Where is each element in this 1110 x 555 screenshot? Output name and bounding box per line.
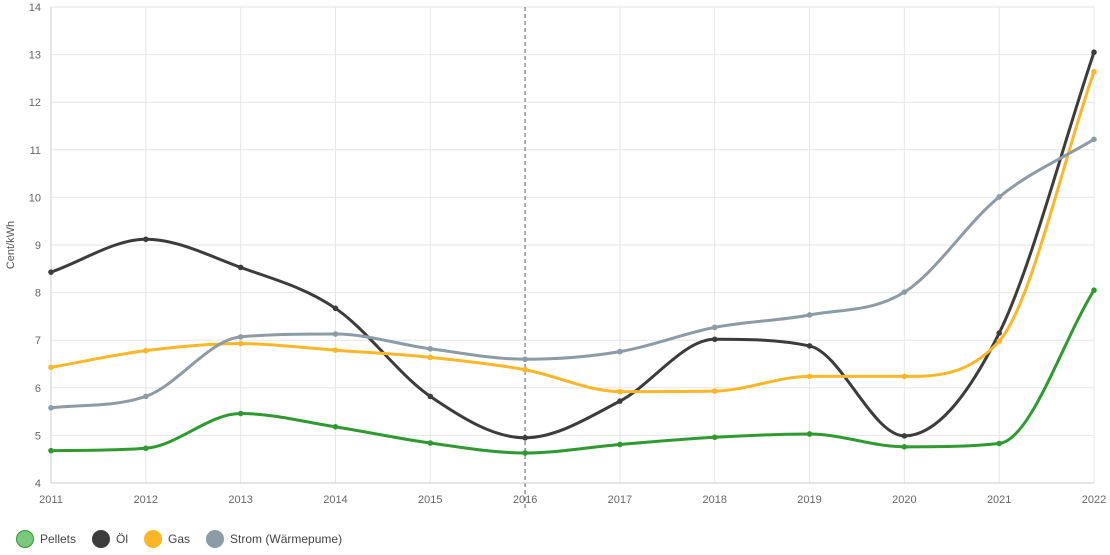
- data-point-gas[interactable]: [901, 373, 908, 380]
- data-point-gas[interactable]: [996, 338, 1002, 344]
- data-point-strom[interactable]: [143, 393, 149, 400]
- data-point-pellets[interactable]: [996, 440, 1002, 447]
- data-point-strom[interactable]: [1091, 136, 1097, 143]
- y-tick-label: 7: [35, 335, 41, 347]
- legend-label: Strom (Wärmepume): [230, 532, 343, 546]
- series-line-gas[interactable]: [49, 70, 1096, 394]
- data-point-pellets[interactable]: [711, 434, 718, 441]
- data-point-strom[interactable]: [711, 324, 718, 331]
- legend-item-pellets[interactable]: Pellets: [16, 530, 76, 548]
- data-point-pellets[interactable]: [522, 450, 528, 456]
- legend-item-oel[interactable]: Öl: [92, 530, 128, 548]
- legend-label: Gas: [168, 532, 191, 546]
- series-lines: [49, 50, 1096, 455]
- legend-swatch-pellets: [16, 530, 34, 548]
- data-point-gas[interactable]: [48, 364, 54, 371]
- axes: 4 5 6 7 8 9 10 11 12 13 14 2011 2012 2013 2014 2015 2016…: [29, 2, 1106, 506]
- series-line-strom[interactable]: [49, 137, 1096, 410]
- data-point-oel[interactable]: [332, 305, 339, 312]
- data-point-oel[interactable]: [237, 264, 244, 271]
- y-tick-label: 11: [30, 145, 41, 157]
- y-tick-label: 6: [35, 383, 41, 395]
- data-point-oel[interactable]: [522, 434, 528, 441]
- x-tick-label: 2017: [608, 494, 632, 506]
- y-tick-label: 9: [35, 240, 41, 252]
- x-tick-label: 2011: [39, 494, 63, 506]
- data-point-strom[interactable]: [427, 345, 434, 352]
- y-tick-label: 14: [29, 2, 41, 14]
- data-point-gas[interactable]: [617, 388, 623, 395]
- y-axis-label: Cent/kWh: [5, 221, 17, 269]
- data-point-oel[interactable]: [901, 433, 908, 439]
- data-point-oel[interactable]: [711, 336, 718, 343]
- y-tick-label: 12: [29, 97, 41, 109]
- data-point-pellets[interactable]: [427, 440, 434, 446]
- x-tick-label: 2016: [513, 494, 537, 506]
- legend-item-strom[interactable]: Strom (Wärmepume): [206, 530, 342, 548]
- data-point-strom[interactable]: [237, 334, 244, 340]
- y-tick-label: 13: [29, 50, 41, 62]
- legend-item-gas[interactable]: Gas: [144, 530, 190, 548]
- data-point-oel[interactable]: [806, 343, 813, 349]
- data-point-strom[interactable]: [806, 312, 813, 318]
- x-tick-label: 2013: [228, 494, 252, 506]
- legend-label: Öl: [116, 532, 129, 546]
- data-point-pellets[interactable]: [1091, 287, 1097, 294]
- line-chart: 4 5 6 7 8 9 10 11 12 13 14 2011 2012 2013 2014 2015 2016…: [5, 2, 1106, 510]
- x-tick-label: 2014: [323, 494, 347, 506]
- data-point-pellets[interactable]: [806, 431, 813, 437]
- data-point-gas[interactable]: [522, 366, 528, 373]
- data-point-pellets[interactable]: [901, 444, 908, 450]
- data-point-strom[interactable]: [901, 289, 908, 295]
- legend-swatch-strom: [206, 530, 225, 548]
- x-tick-label: 2012: [134, 494, 158, 506]
- data-point-pellets[interactable]: [237, 410, 244, 417]
- y-tick-label: 4: [35, 478, 41, 490]
- data-point-oel[interactable]: [617, 398, 623, 404]
- data-point-pellets[interactable]: [48, 447, 54, 454]
- data-point-pellets[interactable]: [143, 445, 149, 452]
- data-point-gas[interactable]: [1091, 68, 1097, 75]
- data-point-strom[interactable]: [48, 404, 54, 411]
- legend: Pellets Öl Gas Strom (Wärmepume): [16, 528, 358, 550]
- legend-label: Pellets: [40, 532, 77, 546]
- data-point-gas[interactable]: [143, 347, 149, 354]
- x-tick-label: 2020: [892, 494, 916, 506]
- x-tick-label: 2021: [987, 494, 1011, 506]
- y-tick-label: 5: [35, 430, 41, 442]
- data-point-gas[interactable]: [237, 340, 244, 347]
- data-point-pellets[interactable]: [332, 424, 339, 430]
- data-point-gas[interactable]: [332, 347, 339, 353]
- data-point-strom[interactable]: [996, 194, 1002, 200]
- series-line-pellets[interactable]: [49, 288, 1096, 455]
- data-points[interactable]: [48, 49, 1097, 456]
- y-tick-label: 10: [29, 192, 41, 204]
- x-tick-label: 2018: [702, 494, 726, 506]
- legend-swatch-oel: [92, 530, 111, 548]
- data-point-pellets[interactable]: [617, 441, 623, 448]
- data-point-oel[interactable]: [1091, 49, 1097, 56]
- data-point-gas[interactable]: [806, 373, 813, 380]
- data-point-oel[interactable]: [48, 269, 54, 275]
- data-point-oel[interactable]: [996, 330, 1002, 336]
- data-point-gas[interactable]: [427, 354, 434, 361]
- data-point-gas[interactable]: [711, 388, 718, 394]
- data-point-oel[interactable]: [143, 236, 149, 243]
- y-tick-label: 8: [35, 288, 41, 300]
- legend-swatch-gas: [144, 530, 163, 548]
- data-point-strom[interactable]: [522, 356, 528, 363]
- x-tick-label: 2019: [797, 494, 821, 506]
- data-point-oel[interactable]: [427, 393, 434, 400]
- x-tick-label: 2015: [418, 494, 442, 506]
- data-point-strom[interactable]: [617, 348, 623, 355]
- grid: [50, 6, 1095, 510]
- data-point-strom[interactable]: [332, 331, 339, 337]
- x-tick-label: 2022: [1082, 494, 1106, 506]
